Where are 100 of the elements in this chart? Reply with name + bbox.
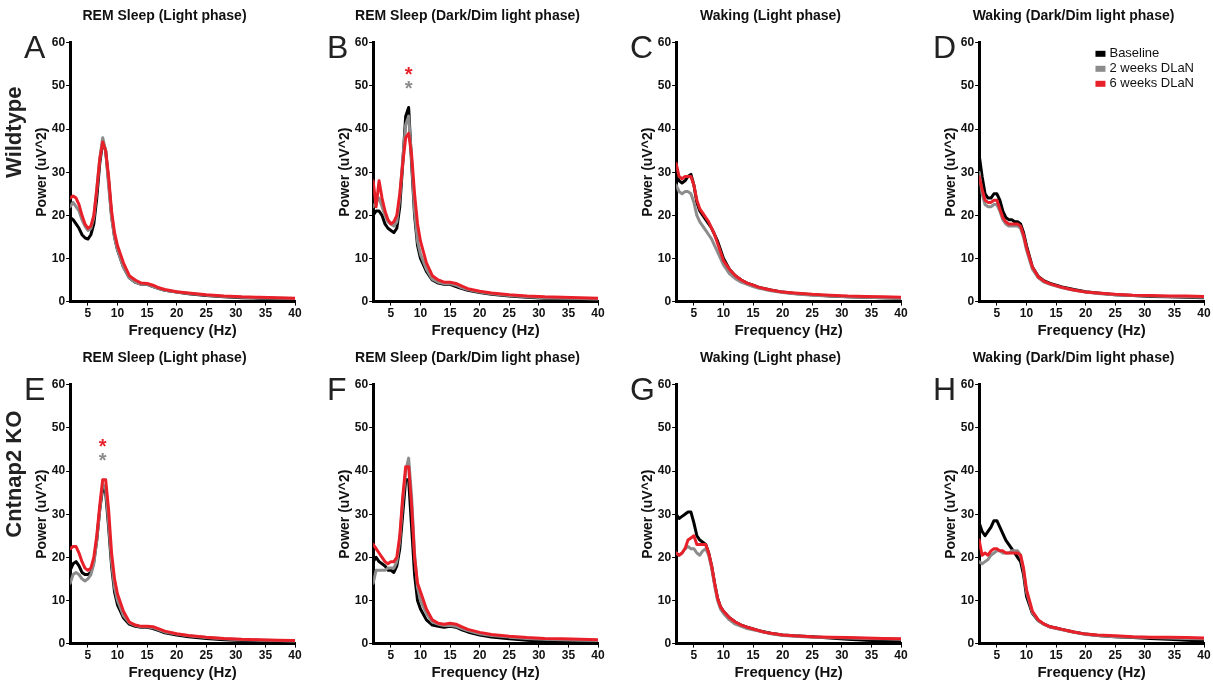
x-tick-label: 10: [716, 306, 731, 321]
text: B: [327, 28, 349, 65]
y-tick-label: 40: [960, 121, 975, 136]
y-tick-label: 50: [960, 78, 975, 93]
y-tick-label: 0: [58, 635, 66, 650]
x-tick-label: 15: [746, 648, 761, 663]
x-axis-title: Frequency (Hz): [1037, 663, 1146, 681]
y-tick-label: 20: [354, 549, 369, 564]
text: G: [630, 370, 655, 407]
chart-title: REM Sleep (Dark/Dim light phase): [355, 7, 580, 24]
x-axis-title: Frequency (Hz): [734, 321, 843, 339]
y-tick-label: 20: [354, 207, 369, 222]
x-tick-label: 5: [387, 648, 395, 663]
text: D: [933, 28, 957, 65]
x-tick-label: 20: [775, 306, 790, 321]
y-tick-label: 10: [51, 592, 66, 607]
y-tick-label: 0: [664, 635, 672, 650]
x-tick-label: 40: [288, 648, 302, 663]
x-tick-label: 20: [775, 648, 790, 663]
y-axis-title: Power (uV^2): [336, 469, 353, 559]
y-tick-label: 50: [657, 420, 672, 435]
x-tick-label: 30: [1138, 648, 1152, 663]
y-tick-label: 50: [960, 420, 975, 435]
y-tick-label: 10: [354, 592, 369, 607]
legend-label: 2 weeks DLaN: [1109, 60, 1195, 76]
y-tick-label: 40: [51, 121, 66, 136]
x-tick-label: 15: [1049, 306, 1064, 321]
x-tick-label: 25: [502, 306, 517, 321]
text: H: [933, 370, 957, 407]
chart-title: Waking (Light phase): [699, 7, 842, 24]
y-tick-label: 60: [657, 35, 672, 50]
x-tick-label: 5: [387, 306, 395, 321]
y-tick-label: 20: [960, 207, 975, 222]
x-tick-label: 10: [413, 648, 428, 663]
x-tick-label: 25: [805, 306, 820, 321]
y-tick-label: 30: [960, 506, 975, 521]
x-tick-label: 25: [1108, 306, 1123, 321]
x-tick-label: 35: [258, 306, 273, 321]
chart-title: REM Sleep (Light phase): [82, 349, 247, 366]
y-axis-title: Power (uV^2): [942, 127, 959, 217]
y-tick-label: 0: [967, 635, 975, 650]
y-tick-label: 20: [960, 549, 975, 564]
y-axis-title: Power (uV^2): [33, 469, 50, 559]
x-tick-label: 30: [532, 648, 546, 663]
y-tick-label: 30: [960, 164, 975, 179]
x-tick-label: 5: [690, 306, 698, 321]
x-tick-label: 35: [1167, 648, 1182, 663]
y-tick-label: 50: [51, 420, 66, 435]
y-tick-label: 60: [354, 35, 369, 50]
text: C: [630, 28, 654, 65]
x-tick-label: 30: [835, 648, 849, 663]
y-tick-label: 60: [51, 377, 66, 392]
x-tick-label: 35: [561, 648, 576, 663]
x-tick-label: 25: [1108, 648, 1123, 663]
x-tick-label: 10: [1019, 306, 1034, 321]
x-tick-label: 40: [288, 306, 302, 321]
x-tick-label: 5: [993, 306, 1001, 321]
y-tick-label: 50: [51, 78, 66, 93]
x-tick-label: 5: [84, 306, 92, 321]
y-tick-label: 50: [657, 78, 672, 93]
y-tick-label: 10: [51, 250, 66, 265]
y-tick-label: 30: [51, 506, 66, 521]
y-tick-label: 60: [51, 35, 66, 50]
x-tick-label: 20: [472, 306, 487, 321]
y-tick-label: 0: [361, 635, 369, 650]
x-tick-label: 25: [199, 306, 214, 321]
x-axis-title: Frequency (Hz): [128, 321, 237, 339]
x-tick-label: 30: [532, 306, 546, 321]
x-tick-label: 10: [110, 306, 125, 321]
y-tick-label: 0: [664, 293, 672, 308]
chart-title: REM Sleep (Light phase): [82, 7, 247, 24]
y-tick-label: 30: [657, 506, 672, 521]
y-tick-label: 20: [657, 207, 672, 222]
x-tick-label: 35: [864, 648, 879, 663]
x-axis-title: Frequency (Hz): [431, 321, 540, 339]
y-axis-title: Power (uV^2): [33, 127, 50, 217]
y-tick-label: 50: [354, 420, 369, 435]
y-tick-label: 20: [51, 549, 66, 564]
x-axis-title: Frequency (Hz): [1037, 321, 1146, 339]
x-tick-label: 20: [1078, 648, 1093, 663]
x-tick-label: 35: [1167, 306, 1182, 321]
y-axis-title: Power (uV^2): [942, 469, 959, 559]
y-tick-label: 10: [657, 592, 672, 607]
text: Cntnap2 KO: [1, 410, 27, 538]
y-tick-label: 30: [51, 164, 66, 179]
x-tick-label: 10: [413, 306, 428, 321]
x-tick-label: 40: [894, 306, 908, 321]
y-tick-label: 60: [960, 35, 975, 50]
chart-title: REM Sleep (Dark/Dim light phase): [355, 349, 580, 366]
y-tick-label: 0: [967, 293, 975, 308]
y-tick-label: 10: [960, 592, 975, 607]
x-tick-label: 15: [140, 648, 155, 663]
x-tick-label: 25: [199, 648, 214, 663]
x-tick-label: 5: [993, 648, 1001, 663]
x-tick-label: 10: [110, 648, 125, 663]
x-tick-label: 15: [443, 648, 458, 663]
x-tick-label: 15: [443, 306, 458, 321]
x-tick-label: 30: [229, 648, 243, 663]
y-tick-label: 40: [960, 463, 975, 478]
legend-label: Baseline: [1109, 45, 1160, 61]
